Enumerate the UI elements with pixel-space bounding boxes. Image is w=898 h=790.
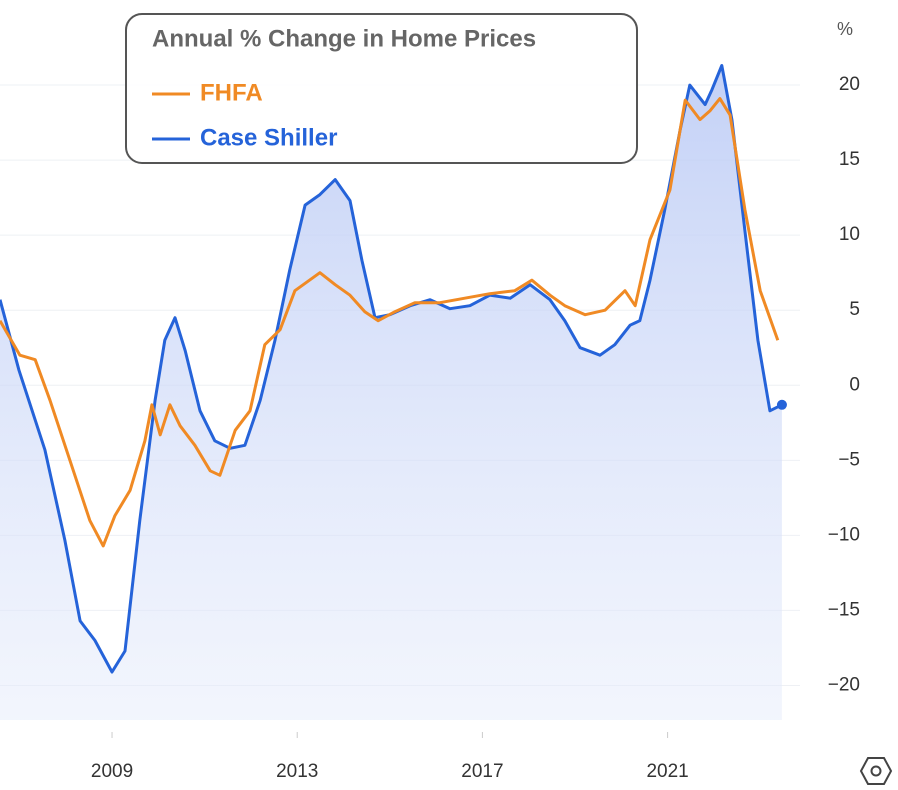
x-tick-label: 2017 <box>461 761 503 782</box>
y-tick-label: −5 <box>838 449 860 470</box>
y-tick-label: 20 <box>839 74 860 95</box>
settings-hexagon <box>859 757 893 785</box>
legend: Annual % Change in Home Prices FHFA Case … <box>125 13 638 164</box>
x-tick-label: 2013 <box>276 761 318 782</box>
y-tick-label: 5 <box>849 299 860 320</box>
settings-icon[interactable] <box>859 757 893 785</box>
legend-label: FHFA <box>200 79 263 106</box>
x-tick-label: 2009 <box>91 761 133 782</box>
plot-area <box>0 64 787 720</box>
y-tick-label: 15 <box>839 149 860 170</box>
line <box>0 97 780 548</box>
y-tick-label: 0 <box>849 374 860 395</box>
chart-title: Annual % Change in Home Prices <box>152 25 536 52</box>
end-point <box>776 399 787 410</box>
y-tick-label: −15 <box>828 599 860 620</box>
y-tick-label: 10 <box>839 224 860 245</box>
y-axis-unit: % <box>837 19 853 39</box>
legend-label: Case Shiller <box>200 124 337 151</box>
legend-box <box>125 13 638 164</box>
area <box>0 65 782 720</box>
x-tick-label: 2021 <box>646 761 688 782</box>
y-tick-label: −10 <box>828 524 860 545</box>
settings-center <box>870 765 882 777</box>
y-tick-label: −20 <box>828 674 860 695</box>
axes: −20 −15 −10 −5 0 5 10 15 20 2009 2013 2017 2021 <box>91 74 860 782</box>
